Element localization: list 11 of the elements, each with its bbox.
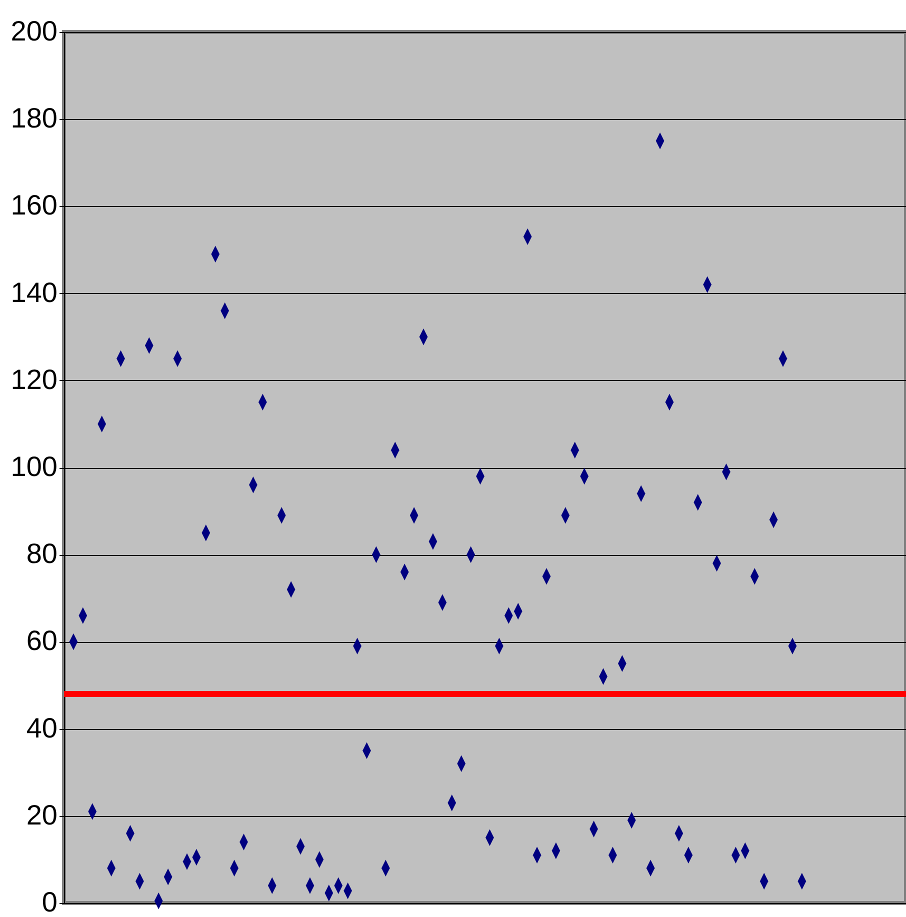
y-tick-label: 140 [10, 276, 58, 308]
y-tick-label: 160 [10, 190, 58, 221]
y-tick-label: 80 [26, 538, 58, 570]
y-tick-label: 40 [26, 712, 58, 744]
y-tick-label: 100 [10, 451, 58, 482]
y-tick-label: 120 [10, 364, 58, 395]
y-tick-label: 60 [26, 625, 58, 656]
y-tick-label: 200 [10, 16, 58, 46]
y-tick-label: 20 [26, 799, 58, 830]
y-tick-label: 180 [10, 102, 58, 134]
y-tick-label: 0 [42, 886, 58, 917]
